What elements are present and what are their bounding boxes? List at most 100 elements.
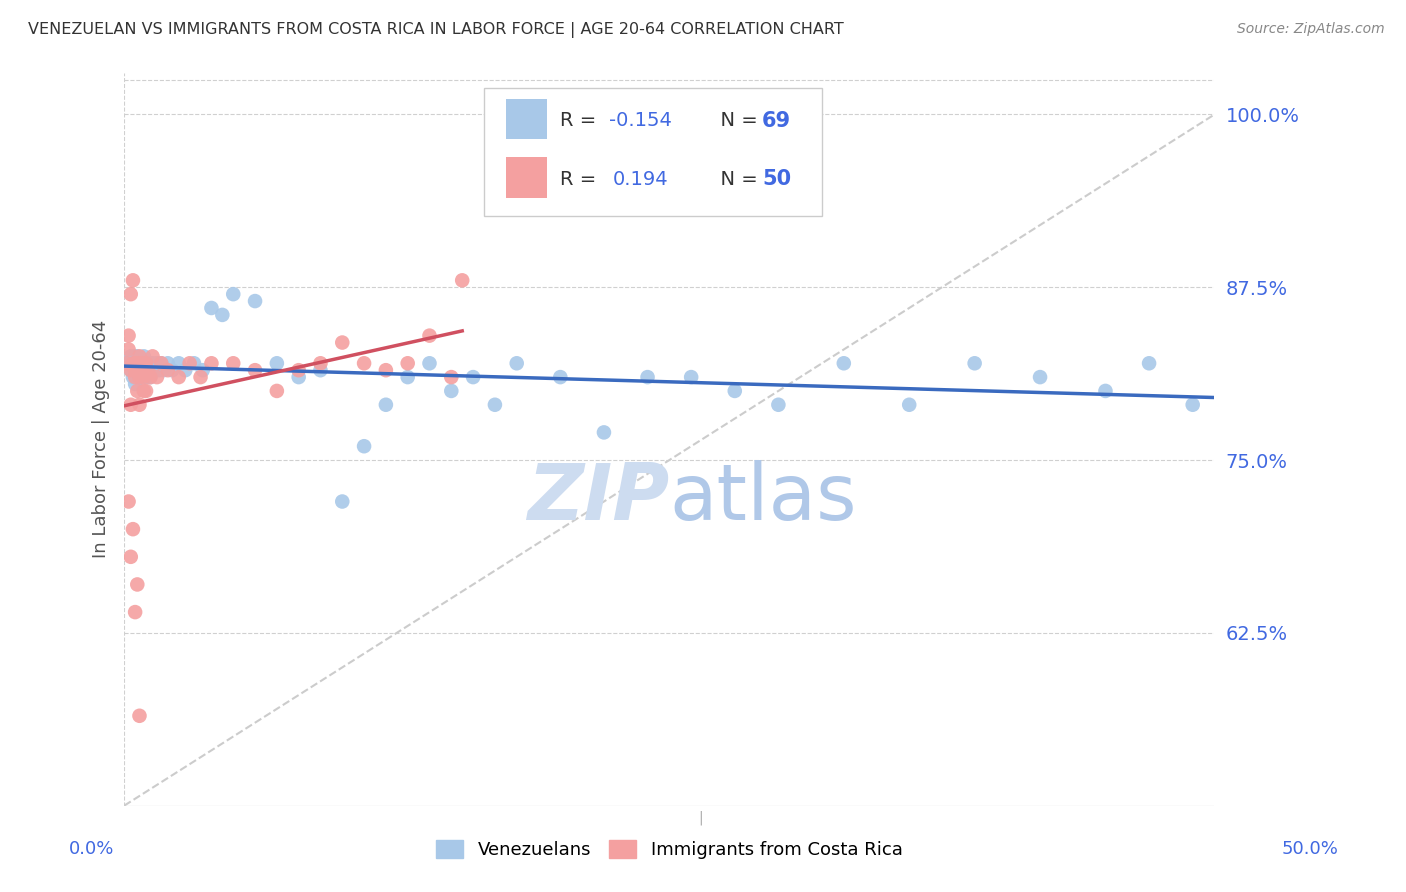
Point: [156, 363, 179, 377]
Point: [124, 363, 146, 377]
Text: atlas: atlas: [669, 460, 856, 536]
Point: [132, 356, 155, 370]
Point: [124, 605, 146, 619]
Point: [418, 356, 440, 370]
Text: 50.0%: 50.0%: [1282, 840, 1339, 858]
Point: [330, 335, 353, 350]
Point: [222, 356, 245, 370]
Point: [127, 577, 149, 591]
Point: [287, 370, 309, 384]
Point: [136, 363, 159, 377]
Point: [131, 356, 153, 370]
Text: R =: R =: [561, 169, 609, 189]
Point: [127, 363, 149, 377]
FancyBboxPatch shape: [484, 87, 823, 216]
Point: [124, 370, 146, 384]
Point: [593, 425, 616, 440]
Point: [146, 356, 169, 370]
Point: [122, 356, 145, 370]
Point: [167, 356, 190, 370]
Text: N =: N =: [707, 112, 763, 130]
Point: [131, 356, 153, 370]
Point: [142, 356, 165, 370]
Point: [898, 398, 921, 412]
Point: [136, 356, 159, 370]
Point: [243, 294, 266, 309]
Point: [1137, 356, 1160, 370]
Text: 0.0%: 0.0%: [69, 840, 114, 858]
Legend: Venezuelans, Immigrants from Costa Rica: Venezuelans, Immigrants from Costa Rica: [436, 839, 903, 859]
Point: [120, 287, 142, 301]
Point: [142, 350, 165, 364]
Point: [506, 356, 529, 370]
Point: [418, 328, 440, 343]
Point: [243, 363, 266, 377]
Point: [132, 370, 155, 384]
Point: [131, 363, 153, 377]
Text: 0.194: 0.194: [613, 169, 668, 189]
Point: [637, 370, 659, 384]
Point: [120, 363, 142, 377]
Point: [124, 350, 146, 364]
Point: [309, 356, 332, 370]
Point: [1029, 370, 1052, 384]
Text: 50: 50: [762, 169, 792, 189]
Text: VENEZUELAN VS IMMIGRANTS FROM COSTA RICA IN LABOR FORCE | AGE 20-64 CORRELATION : VENEZUELAN VS IMMIGRANTS FROM COSTA RICA…: [28, 22, 844, 38]
Point: [122, 356, 145, 370]
Point: [191, 363, 214, 377]
Point: [724, 384, 747, 398]
Point: [128, 708, 150, 723]
Point: [550, 370, 572, 384]
Point: [128, 363, 150, 377]
Point: [150, 356, 173, 370]
Bar: [506, 99, 547, 139]
Point: [179, 356, 201, 370]
Point: [266, 356, 288, 370]
Bar: [506, 157, 547, 197]
Point: [127, 384, 149, 398]
Y-axis label: In Labor Force | Age 20-64: In Labor Force | Age 20-64: [93, 320, 110, 558]
Point: [135, 356, 157, 370]
Text: -0.154: -0.154: [609, 112, 672, 130]
Point: [461, 370, 484, 384]
Point: [156, 356, 179, 370]
Point: [190, 370, 212, 384]
Point: [127, 356, 149, 370]
Point: [115, 356, 138, 370]
Point: [146, 370, 169, 384]
Point: [128, 356, 150, 370]
Point: [135, 363, 157, 377]
Text: Source: ZipAtlas.com: Source: ZipAtlas.com: [1237, 22, 1385, 37]
Point: [127, 356, 149, 370]
Text: |: |: [697, 811, 703, 825]
Point: [396, 370, 419, 384]
Point: [120, 398, 142, 412]
Point: [132, 350, 155, 364]
Point: [440, 370, 463, 384]
Point: [117, 494, 139, 508]
Point: [1181, 398, 1204, 412]
Point: [128, 370, 150, 384]
Point: [136, 363, 159, 377]
Point: [135, 370, 157, 384]
Point: [122, 522, 145, 536]
Text: R =: R =: [561, 112, 603, 130]
Point: [330, 494, 353, 508]
Point: [451, 273, 474, 287]
Point: [374, 363, 396, 377]
Point: [200, 356, 222, 370]
Point: [160, 363, 183, 377]
Point: [963, 356, 986, 370]
Text: ZIP: ZIP: [527, 460, 669, 536]
Point: [396, 356, 419, 370]
Point: [124, 377, 146, 392]
Point: [139, 370, 162, 384]
Point: [150, 356, 173, 370]
Point: [174, 363, 197, 377]
Point: [124, 363, 146, 377]
Point: [135, 356, 157, 370]
Point: [131, 370, 153, 384]
Point: [440, 384, 463, 398]
Point: [1094, 384, 1116, 398]
Point: [122, 273, 145, 287]
